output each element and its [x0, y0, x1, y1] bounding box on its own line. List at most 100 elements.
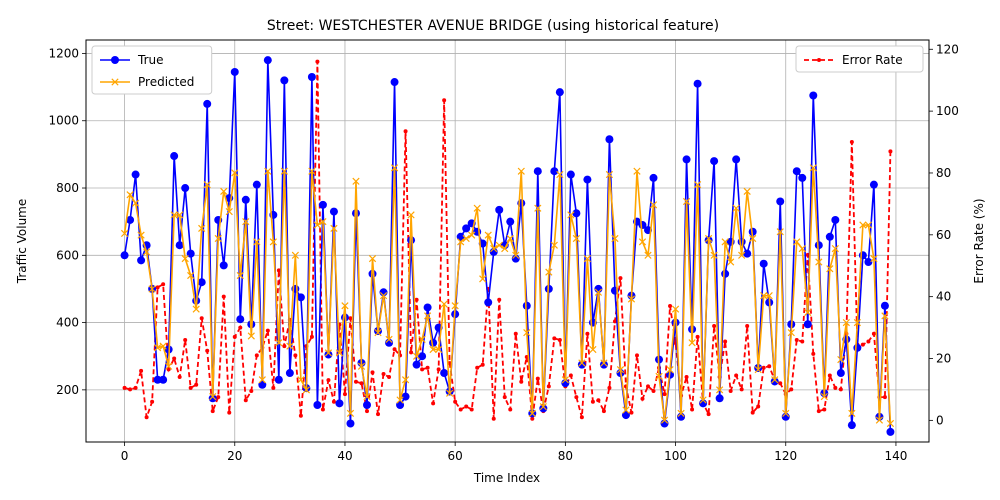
point-error-rate-17: [216, 395, 221, 400]
chart-title: Street: WESTCHESTER AVENUE BRIDGE (using…: [267, 18, 719, 34]
point-true-41: [346, 419, 355, 428]
point-predicted-9: [170, 211, 178, 219]
point-predicted-41: [346, 409, 355, 418]
point-error-rate-0: [122, 385, 127, 390]
point-true-16: [208, 394, 217, 403]
point-error-rate-28: [276, 268, 281, 273]
point-true-129: [831, 215, 840, 224]
point-predicted-100: [671, 305, 680, 313]
point-true-10: [175, 241, 184, 250]
point-predicted-81: [567, 211, 575, 219]
series-line-true: [123, 60, 892, 432]
point-error-rate-24: [254, 353, 259, 358]
series-line-error-rate: [124, 61, 892, 419]
point-true-104: [693, 79, 702, 88]
point-true-62: [462, 224, 471, 233]
legend-marker-true: [111, 56, 119, 64]
point-true-96: [649, 173, 658, 182]
point-error-rate-110: [728, 388, 733, 393]
point-error-rate-57: [436, 367, 441, 372]
point-true-124: [803, 320, 812, 329]
point-predicted-108: [716, 386, 724, 394]
y2-tick-label-20: 20: [936, 352, 951, 366]
y2-tick-label-40: 40: [936, 290, 951, 304]
point-predicted-46: [374, 329, 382, 337]
point-predicted-56: [429, 345, 437, 354]
point-predicted-125: [809, 164, 817, 172]
point-error-rate-78: [552, 336, 557, 341]
point-error-rate-88: [607, 385, 612, 390]
point-true-139: [886, 427, 895, 436]
point-predicted-52: [407, 211, 415, 219]
point-true-70: [506, 217, 515, 226]
point-error-rate-16: [210, 409, 215, 414]
point-predicted-116: [760, 292, 768, 300]
point-predicted-72: [517, 167, 525, 175]
point-predicted-66: [484, 231, 492, 239]
point-predicted-90: [616, 366, 625, 374]
point-true-87: [599, 360, 608, 369]
point-error-rate-44: [365, 409, 369, 414]
point-predicted-99: [666, 366, 674, 374]
y2-tick-label-80: 80: [936, 166, 951, 180]
point-true-78: [550, 167, 559, 176]
point-predicted-62: [462, 234, 470, 243]
point-error-rate-65: [480, 362, 485, 367]
point-predicted-110: [727, 258, 735, 266]
point-predicted-139: [886, 419, 895, 428]
y-tick-label-200: 200: [56, 383, 79, 397]
point-true-123: [798, 173, 807, 182]
point-true-135: [864, 258, 873, 267]
point-error-rate-113: [745, 324, 750, 329]
point-true-58: [440, 369, 449, 378]
point-true-136: [869, 180, 878, 189]
y2-axis-label: Error Rate (%): [972, 198, 986, 283]
point-predicted-47: [379, 292, 388, 300]
point-error-rate-89: [612, 319, 617, 324]
point-error-rate-134: [860, 342, 865, 347]
point-error-rate-23: [249, 388, 254, 393]
point-error-rate-125: [811, 351, 816, 356]
point-error-rate-38: [331, 399, 336, 404]
x-tick-label-0: 0: [121, 449, 129, 463]
point-predicted-34: [308, 167, 316, 175]
point-error-rate-138: [882, 395, 887, 400]
point-predicted-101: [677, 409, 685, 418]
point-error-rate-5: [150, 399, 155, 404]
point-predicted-44: [363, 392, 371, 401]
y-tick-label-600: 600: [56, 248, 79, 262]
point-error-rate-107: [712, 324, 717, 329]
point-true-1: [126, 215, 135, 224]
point-true-0: [120, 251, 129, 260]
point-error-rate-112: [739, 387, 744, 392]
point-error-rate-48: [387, 375, 392, 380]
point-true-109: [721, 269, 730, 278]
point-true-125: [809, 91, 818, 100]
point-true-20: [230, 67, 239, 76]
point-error-rate-79: [557, 337, 562, 342]
point-predicted-113: [743, 187, 751, 196]
point-predicted-84: [583, 255, 592, 263]
point-predicted-127: [820, 392, 828, 401]
point-predicted-79: [556, 170, 564, 179]
point-true-37: [324, 350, 333, 359]
point-true-24: [252, 180, 261, 189]
point-error-rate-81: [568, 373, 573, 378]
point-predicted-42: [352, 177, 360, 185]
point-predicted-106: [704, 234, 713, 243]
point-predicted-59: [446, 389, 454, 397]
point-true-75: [533, 167, 542, 176]
point-true-102: [682, 155, 691, 164]
point-error-rate-55: [425, 365, 430, 370]
point-predicted-85: [589, 345, 597, 354]
point-predicted-104: [693, 181, 702, 189]
point-predicted-65: [479, 275, 487, 283]
point-error-rate-15: [205, 348, 210, 353]
point-predicted-27: [269, 238, 277, 246]
point-true-113: [743, 249, 752, 258]
point-true-11: [181, 184, 190, 193]
point-predicted-70: [506, 234, 514, 243]
point-predicted-126: [815, 258, 823, 266]
point-error-rate-63: [469, 407, 474, 412]
point-true-108: [715, 394, 724, 403]
